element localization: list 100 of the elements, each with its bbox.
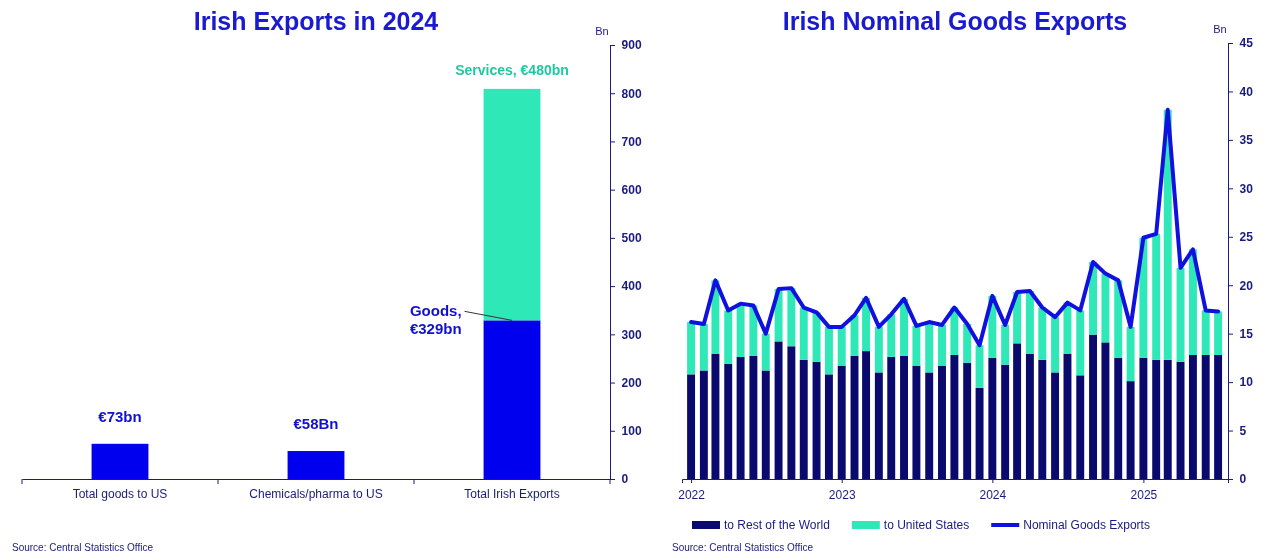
- bar: [1025, 291, 1034, 355]
- bar: [975, 345, 984, 388]
- bar: [1076, 310, 1085, 376]
- bar: [862, 351, 871, 479]
- bar: [799, 359, 808, 479]
- y-tick-label: 700: [621, 134, 642, 149]
- bar: [483, 88, 541, 321]
- bar: [699, 370, 708, 479]
- y-tick-label: 45: [1239, 36, 1254, 51]
- y-tick-label: 20: [1239, 278, 1254, 293]
- bar: [1152, 233, 1161, 360]
- bar: [975, 387, 984, 479]
- bar: [1076, 375, 1085, 479]
- bar: [1001, 364, 1010, 479]
- legend-label: to United States: [883, 518, 970, 532]
- bar: [724, 363, 733, 479]
- bar: [687, 374, 696, 479]
- source-note: Source: Central Statistics Office: [672, 542, 814, 553]
- x-tick-label: 2024: [979, 488, 1007, 503]
- bar: [1139, 357, 1148, 479]
- bar: [938, 324, 946, 366]
- y-tick-label: 15: [1239, 327, 1254, 342]
- bar: [699, 323, 708, 371]
- legend-label: to Rest of the World: [724, 518, 830, 532]
- y-tick-label: 900: [621, 38, 642, 53]
- bar: [761, 333, 770, 371]
- bar: [912, 365, 921, 479]
- bar: [287, 451, 345, 479]
- chart-title: Irish Nominal Goods Exports: [782, 7, 1128, 35]
- bar: [837, 365, 846, 479]
- annotation: €73bn: [98, 407, 142, 425]
- bar: [1176, 361, 1185, 479]
- y-tick-label: 100: [621, 424, 642, 439]
- chart-title: Irish Exports in 2024: [193, 7, 439, 35]
- bar: [1101, 273, 1110, 343]
- bar: [1101, 342, 1110, 479]
- x-tick-label: 2025: [1130, 488, 1158, 503]
- bar: [724, 310, 733, 364]
- bar: [1051, 372, 1060, 479]
- bar: [824, 374, 833, 479]
- bar: [799, 307, 808, 360]
- bar: [787, 346, 796, 479]
- bar: [1038, 359, 1047, 479]
- legend-label: Nominal Goods Exports: [1023, 518, 1150, 532]
- source-note: Source: Central Statistics Office: [12, 542, 154, 553]
- bar: [963, 323, 972, 363]
- y-tick-label: 10: [1239, 375, 1254, 390]
- bar: [1013, 343, 1022, 479]
- bar: [900, 355, 908, 479]
- annotation: Services, €480bn: [455, 61, 569, 78]
- x-tick-label: 2023: [828, 488, 856, 503]
- bar: [736, 303, 745, 357]
- bar: [950, 354, 959, 479]
- bar: [925, 372, 934, 479]
- bar: [1063, 354, 1072, 479]
- bar: [687, 322, 696, 375]
- bar: [912, 325, 921, 366]
- bar: [1038, 307, 1047, 360]
- bar: [749, 355, 758, 479]
- bar: [887, 356, 896, 479]
- bar: [774, 341, 783, 479]
- bar: [787, 288, 796, 347]
- bar: [736, 356, 745, 479]
- bar: [812, 312, 821, 362]
- bar: [874, 372, 883, 479]
- y-tick-label: 25: [1239, 230, 1254, 245]
- y-tick-label: 300: [621, 327, 642, 342]
- bar: [824, 326, 833, 375]
- bar: [1188, 354, 1197, 479]
- bar: [91, 443, 149, 479]
- bar: [1114, 357, 1123, 479]
- bar: [1051, 317, 1060, 373]
- y-tick-label: 600: [621, 183, 642, 198]
- x-tick-label: Total goods to US: [72, 486, 168, 501]
- bar: [1089, 334, 1098, 479]
- bar: [874, 326, 883, 373]
- bar: [1214, 311, 1223, 355]
- bar: [1214, 354, 1223, 479]
- bar: [711, 354, 720, 479]
- annotation: Goods, €329bn: [409, 302, 462, 338]
- bar: [1201, 310, 1210, 355]
- bar: [938, 365, 946, 479]
- bar: [1176, 267, 1185, 362]
- bar: [925, 322, 934, 373]
- annotation: €58Bn: [293, 415, 339, 433]
- bar: [1163, 359, 1172, 479]
- y-tick-label: 40: [1239, 84, 1254, 99]
- y-tick-label: 5: [1239, 423, 1247, 438]
- x-tick-label: Chemicals/pharma to US: [249, 486, 383, 501]
- bar: [761, 370, 770, 479]
- bar: [1201, 354, 1210, 479]
- bar: [1126, 381, 1135, 479]
- bar: [988, 357, 997, 479]
- bar: [1063, 302, 1072, 355]
- y-tick-label: 30: [1239, 181, 1254, 196]
- y-axis-title: Bn: [1213, 23, 1227, 35]
- bar: [887, 314, 896, 357]
- y-tick-label: 0: [621, 472, 629, 487]
- y-axis-title: Bn: [595, 25, 609, 37]
- y-tick-label: 400: [621, 279, 642, 294]
